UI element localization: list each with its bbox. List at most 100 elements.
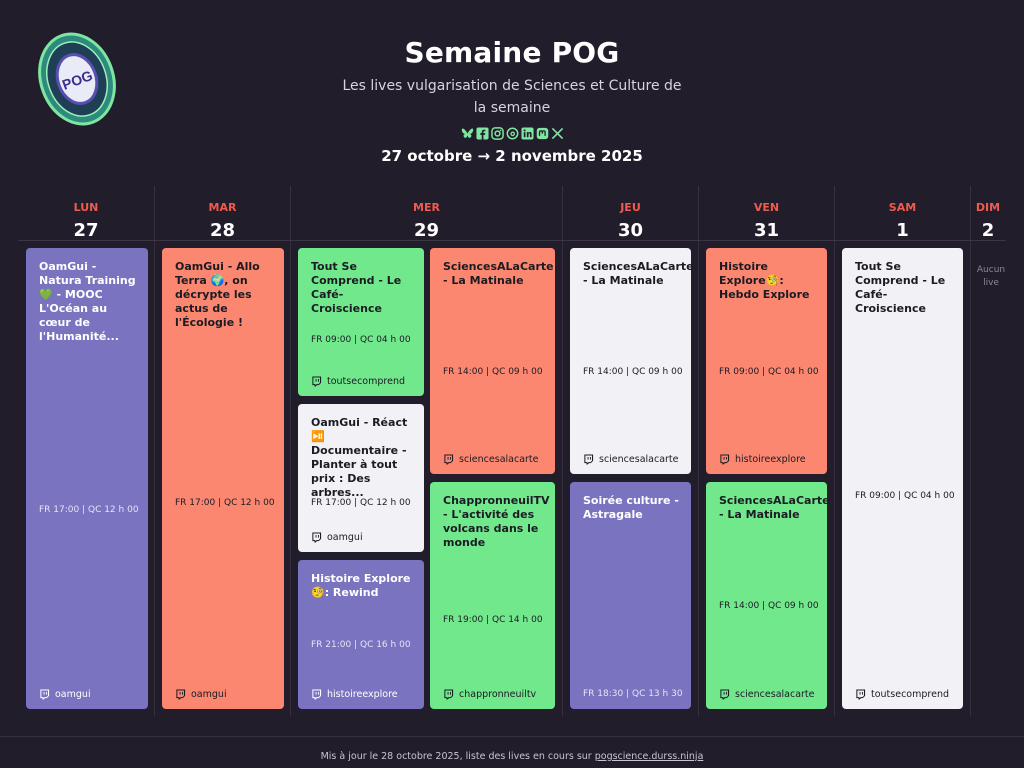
event-time: FR 14:00 | QC 09 h 00 [443,367,543,377]
channel-name: histoireexplore [735,454,806,465]
event-card[interactable]: SciencesALaCarte - La Matinale FR 14:00 … [570,248,694,474]
twitch-icon [583,454,594,465]
day-header-lun: LUN 27 [18,186,154,241]
day-header-mer: MER 29 [291,186,562,241]
twitch-icon [311,689,322,700]
event-card[interactable]: ChappronneuilTV - L'activité des volcans… [430,482,555,709]
event-time: FR 09:00 | QC 04 h 00 [855,491,955,501]
event-channel[interactable]: oamgui [175,689,227,700]
column-divider [290,186,291,716]
event-channel[interactable]: oamgui [311,532,363,543]
day-name: DIM [975,201,1001,214]
event-time: FR 21:00 | QC 16 h 00 [311,640,411,650]
footer: Mis à jour le 28 octobre 2025, liste des… [0,751,1024,762]
column-divider [562,186,563,716]
event-card[interactable]: Soirée culture - Astragale FR 18:30 | QC… [570,482,691,709]
twitch-icon [719,454,730,465]
channel-name: toutsecomprend [327,376,405,387]
channel-name: oamgui [55,689,91,700]
day-name: VEN [753,201,780,214]
twitch-icon [443,454,454,465]
instagram-icon[interactable] [490,125,504,140]
event-time: FR 14:00 | QC 09 h 00 [719,601,819,611]
event-channel[interactable]: histoireexplore [311,689,398,700]
page-header: Semaine POG Les lives vulgarisation de S… [0,36,1024,165]
event-channel[interactable]: sciencesalacarte [719,689,815,700]
threads-icon[interactable] [506,125,519,140]
event-card[interactable]: OamGui - Natura Training 💚 - MOOC L'Océa… [26,248,148,709]
day-name: SAM [888,201,917,214]
event-channel[interactable]: chappronneuiltv [443,689,536,700]
event-title: SciencesALaCarte - La Matinale [583,260,694,287]
channel-name: sciencesalacarte [599,454,679,465]
twitch-icon [855,689,866,700]
channel-name: sciencesalacarte [459,454,539,465]
day-number: 31 [753,220,780,241]
event-title: Tout Se Comprend - Le Café-Croiscience [311,260,402,315]
event-card[interactable]: SciencesALaCarte - La Matinale FR 14:00 … [430,248,555,474]
event-time: FR 17:00 | QC 12 h 00 [175,498,275,508]
event-time: FR 09:00 | QC 04 h 00 [311,335,411,345]
day-name: JEU [620,201,641,214]
day-header-sam: SAM 1 [835,186,970,241]
event-time: FR 09:00 | QC 04 h 00 [719,367,819,377]
event-channel[interactable]: sciencesalacarte [583,454,679,465]
facebook-icon[interactable] [475,125,489,140]
event-card[interactable]: SciencesALaCarte - La Matinale FR 14:00 … [706,482,830,709]
column-divider [970,186,971,716]
day-number: 2 [981,220,995,241]
event-card[interactable]: Tout Se Comprend - Le Café-Croiscience F… [842,248,963,709]
day-header-dim: DIM 2 [971,186,1005,241]
channel-name: oamgui [191,689,227,700]
twitch-icon [175,689,186,700]
day-name: MER [413,201,440,214]
event-title: OamGui - Natura Training 💚 - MOOC L'Océa… [39,260,136,343]
header-divider [18,240,1006,241]
channel-name: sciencesalacarte [735,689,815,700]
twitch-icon [311,532,322,543]
twitch-icon [719,689,730,700]
event-title: OamGui - Réact ⏯️ Documentaire - Planter… [311,416,408,499]
no-live-text: Aucun live [976,265,1006,288]
event-title: Soirée culture - Astragale [583,494,679,521]
day-number: 30 [617,220,644,241]
page-subtitle: Les lives vulgarisation de Sciences et C… [342,78,682,116]
event-card[interactable]: OamGui - Allo Terra 🌍, on décrypte les a… [162,248,284,709]
event-time: FR 17:00 | QC 12 h 00 [311,498,411,508]
event-time: FR 14:00 | QC 09 h 00 [583,367,683,377]
event-title: OamGui - Allo Terra 🌍, on décrypte les a… [175,260,260,329]
footer-divider [0,736,1024,737]
event-channel[interactable]: sciencesalacarte [443,454,539,465]
footer-text: Mis à jour le 28 octobre 2025, liste des… [320,751,595,762]
column-divider [154,186,155,716]
event-card[interactable]: OamGui - Réact ⏯️ Documentaire - Planter… [298,404,424,552]
x-icon[interactable] [551,125,564,140]
event-time: FR 19:00 | QC 14 h 00 [443,615,543,625]
day-header-jeu: JEU 30 [563,186,698,241]
event-title: SciencesALaCarte - La Matinale [719,494,830,521]
event-card[interactable]: Tout Se Comprend - Le Café-Croiscience F… [298,248,424,396]
footer-link[interactable]: pogscience.durss.ninja [594,751,704,762]
mastodon-icon[interactable] [536,125,549,140]
channel-name: chappronneuiltv [459,689,537,700]
column-divider [834,186,835,716]
day-name: MAR [208,201,237,214]
event-channel[interactable]: histoireexplore [719,454,806,465]
day-header-ven: VEN 31 [699,186,834,241]
event-time: FR 18:30 | QC 13 h 30 [583,689,683,699]
day-number: 27 [73,220,99,241]
event-channel[interactable]: toutsecomprend [855,689,949,700]
event-title: Histoire Explore🧐: Hebdo Explore [719,260,810,301]
event-time: FR 17:00 | QC 12 h 00 [39,505,139,515]
event-title: ChappronneuilTV - L'activité des volcans… [443,494,550,549]
event-card[interactable]: Histoire Explore🧐: Rewind FR 21:00 | QC … [298,560,424,709]
event-channel[interactable]: oamgui [39,689,91,700]
day-number: 29 [413,220,440,241]
event-channel[interactable]: toutsecomprend [311,376,405,387]
day-number: 28 [209,220,236,241]
channel-name: oamgui [327,532,363,543]
linkedin-icon[interactable] [520,125,534,140]
bluesky-icon[interactable] [461,125,474,138]
event-card[interactable]: Histoire Explore🧐: Hebdo Explore FR 09:0… [706,248,827,474]
twitch-icon [443,689,454,700]
